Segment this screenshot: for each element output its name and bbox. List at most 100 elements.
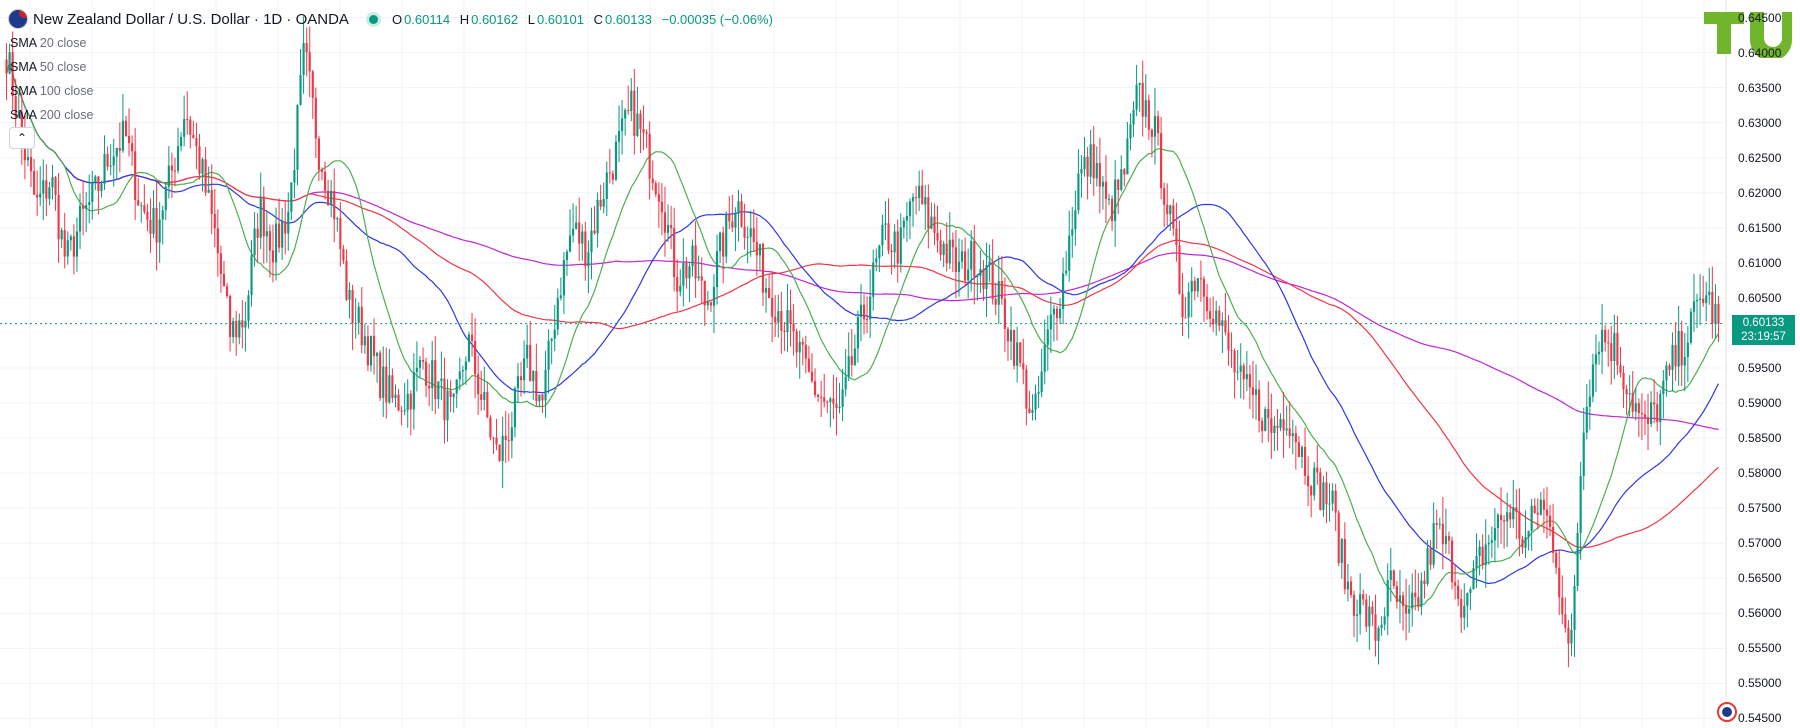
candle-body [131,143,134,152]
candle-body [1705,295,1708,304]
candle-body [1135,84,1138,110]
candle-body [1539,499,1542,515]
candle-body [1019,342,1022,364]
candle-body [1239,365,1242,372]
candle-body [761,243,765,293]
candle-body [764,288,768,293]
candle-body [1380,624,1383,629]
candle-body [1552,527,1555,553]
candle-body [1365,599,1368,627]
candle-body [630,90,633,112]
price-tick-label: 0.64500 [1738,10,1782,25]
candle-body [20,112,23,138]
candle-body [1049,314,1052,330]
candle-body [1521,538,1524,548]
candle-body [1472,568,1475,590]
price-tick-label: 0.57000 [1738,536,1782,551]
candle-body [26,156,30,161]
candle-body [725,213,728,257]
candle-body [1303,446,1307,476]
indicator-sma-200[interactable]: SMA 200 close [10,108,94,122]
candle-body [210,189,213,214]
candle-body [1582,432,1585,476]
candle-body [682,262,685,286]
candle-body [685,262,688,279]
candle-body [173,170,177,172]
candle-body [1288,428,1291,437]
candle-body [1610,343,1613,362]
candle-body [587,252,590,267]
candle-body [17,112,20,117]
candle-body [1040,371,1043,393]
candle-body [1141,82,1144,117]
price-tick-label: 0.56000 [1738,606,1782,621]
candle-body [786,310,789,333]
candle-body [1034,393,1037,410]
candle-body [1493,528,1496,541]
candle-body [51,177,54,188]
candle-body [244,320,247,328]
candle-body [1401,595,1405,606]
candle-body [143,205,146,212]
symbol-legend[interactable]: New Zealand Dollar / U.S. Dollar · 1D · … [8,9,775,29]
candle-body [1423,580,1426,584]
candle-body [201,159,204,174]
currency-flag-icon[interactable] [1717,702,1737,722]
indicator-sma-100[interactable]: SMA 100 close [10,84,94,98]
price-tick-label: 0.58000 [1738,466,1782,481]
candle-body [1524,536,1527,548]
candle-body [1714,303,1717,324]
candle-body [1285,428,1288,431]
candle-body [121,120,124,151]
candle-body [905,216,908,221]
candle-body [507,439,510,441]
candle-body [1043,344,1046,372]
candle-body [1616,332,1619,366]
candle-body [232,321,235,338]
candle-body [1346,581,1349,590]
candle-body [1334,490,1337,513]
candle-body [657,194,660,202]
candle-body [14,96,17,117]
candle-body [29,156,33,172]
candle-body [1000,281,1003,299]
price-tick-label: 0.54500 [1738,711,1782,726]
candle-body [1215,310,1218,325]
market-status-icon[interactable] [368,14,378,24]
current-price: 0.60133 [1742,317,1785,329]
candle-body [1414,592,1417,598]
candle-body [1631,393,1634,412]
candle-body [559,295,562,299]
candle-body [1594,354,1598,365]
candle-body [1634,403,1637,412]
candle-body [42,180,45,194]
candle-body [942,243,945,255]
candle-body [1386,579,1389,617]
collapse-indicators-button[interactable]: ⌃ [9,127,35,149]
candle-body [33,171,36,195]
candle-body [1362,594,1365,600]
candle-body [973,240,976,278]
candle-body [305,43,308,53]
indicator-sma-20[interactable]: SMA 20 close [10,36,87,50]
candle-body [866,319,869,321]
indicator-sma-50[interactable]: SMA 50 close [10,60,87,74]
candle-body [1677,331,1680,367]
candle-body [489,417,492,438]
candle-body [1156,116,1160,134]
candle-body [642,128,645,133]
candle-body [1377,628,1380,641]
candle-body [1487,542,1490,545]
candle-body [1055,308,1059,319]
candle-body [731,221,734,228]
candle-body [5,59,8,74]
chevron-up-icon: ⌃ [16,131,28,145]
candle-body [715,251,719,287]
candle-body [1187,291,1190,318]
candle-body [75,231,79,257]
candle-body [1668,365,1671,370]
candle-body [792,323,795,332]
candle-body [1160,133,1163,189]
candle-body [1120,169,1123,190]
